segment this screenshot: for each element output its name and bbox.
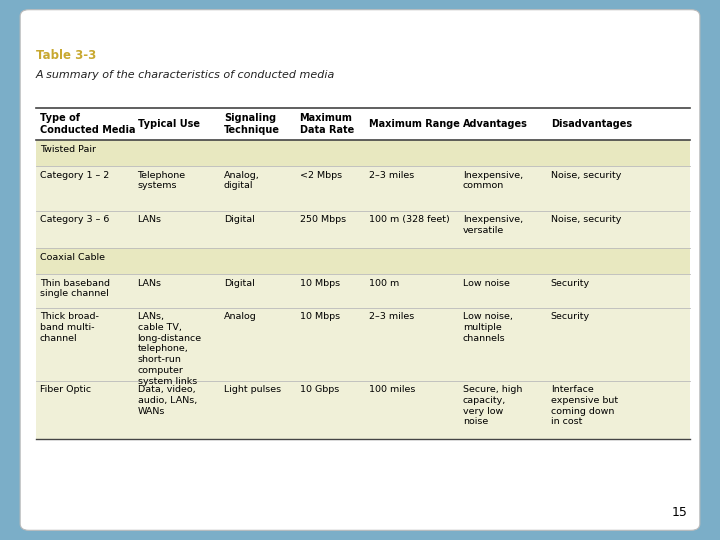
Text: 10 Gbps: 10 Gbps (300, 385, 339, 394)
Text: 100 m (328 feet): 100 m (328 feet) (369, 215, 450, 224)
Text: Digital: Digital (224, 279, 255, 288)
Text: Interface
expensive but
coming down
in cost: Interface expensive but coming down in c… (551, 385, 618, 426)
Text: Category 3 – 6: Category 3 – 6 (40, 215, 109, 224)
Text: Analog: Analog (224, 312, 256, 321)
Text: 250 Mbps: 250 Mbps (300, 215, 346, 224)
Text: Table 3-3: Table 3-3 (36, 49, 96, 62)
Text: Telephone
systems: Telephone systems (138, 171, 186, 191)
Text: Typical Use: Typical Use (138, 119, 199, 129)
Text: Security: Security (551, 279, 590, 288)
Text: Advantages: Advantages (463, 119, 528, 129)
Text: Inexpensive,
common: Inexpensive, common (463, 171, 523, 191)
Text: LANs: LANs (138, 279, 161, 288)
Bar (36, 308, 690, 381)
Text: Thin baseband
single channel: Thin baseband single channel (40, 279, 109, 299)
Text: Low noise: Low noise (463, 279, 510, 288)
Text: Thick broad-
band multi-
channel: Thick broad- band multi- channel (40, 312, 99, 342)
Bar (36, 248, 690, 274)
Text: Inexpensive,
versatile: Inexpensive, versatile (463, 215, 523, 235)
Text: Analog,
digital: Analog, digital (224, 171, 260, 191)
Text: 100 miles: 100 miles (369, 385, 415, 394)
Text: Security: Security (551, 312, 590, 321)
Text: Secure, high
capacity,
very low
noise: Secure, high capacity, very low noise (463, 385, 522, 426)
Text: LANs,
cable TV,
long-distance
telephone,
short-run
computer
system links: LANs, cable TV, long-distance telephone,… (138, 312, 202, 386)
Text: 2–3 miles: 2–3 miles (369, 312, 415, 321)
Text: Digital: Digital (224, 215, 255, 224)
Bar (36, 166, 690, 211)
FancyBboxPatch shape (36, 108, 690, 140)
Text: 2–3 miles: 2–3 miles (369, 171, 415, 180)
Text: LANs: LANs (138, 215, 161, 224)
Text: 10 Mbps: 10 Mbps (300, 312, 340, 321)
Text: Fiber Optic: Fiber Optic (40, 385, 91, 394)
Text: Low noise,
multiple
channels: Low noise, multiple channels (463, 312, 513, 342)
Bar (36, 211, 690, 248)
Text: Signaling
Technique: Signaling Technique (224, 113, 280, 135)
Text: Disadvantages: Disadvantages (551, 119, 632, 129)
Text: Coaxial Cable: Coaxial Cable (40, 253, 104, 262)
Text: Noise, security: Noise, security (551, 215, 621, 224)
Text: Maximum Range: Maximum Range (369, 119, 460, 129)
Text: Maximum
Data Rate: Maximum Data Rate (300, 113, 354, 135)
Text: 10 Mbps: 10 Mbps (300, 279, 340, 288)
Text: Light pulses: Light pulses (224, 385, 281, 394)
Text: Category 1 – 2: Category 1 – 2 (40, 171, 109, 180)
Text: Noise, security: Noise, security (551, 171, 621, 180)
Text: 100 m: 100 m (369, 279, 400, 288)
Text: Data, video,
audio, LANs,
WANs: Data, video, audio, LANs, WANs (138, 385, 197, 415)
Bar (36, 140, 690, 166)
Text: Twisted Pair: Twisted Pair (40, 145, 96, 154)
Bar (36, 274, 690, 308)
Text: 15: 15 (672, 507, 688, 519)
Text: A summary of the characteristics of conducted media: A summary of the characteristics of cond… (36, 70, 336, 80)
Text: Type of
Conducted Media: Type of Conducted Media (40, 113, 135, 135)
Bar (36, 381, 690, 439)
FancyBboxPatch shape (20, 10, 700, 530)
Text: <2 Mbps: <2 Mbps (300, 171, 342, 180)
